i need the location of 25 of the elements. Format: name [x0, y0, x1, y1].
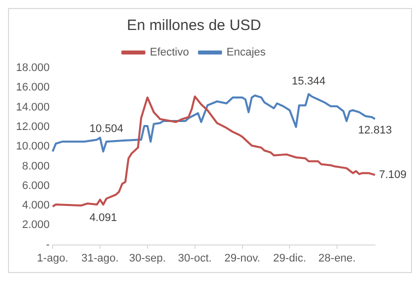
y-tick-label: 16.000 — [16, 82, 50, 94]
x-tick-label: 29-nov. — [224, 252, 260, 264]
data-label: 10.504 — [90, 123, 124, 136]
x-tick-label: 30-sep. — [129, 252, 166, 264]
chart-title: En millones de USD — [126, 17, 262, 34]
legend-label: Encajes — [226, 46, 266, 59]
y-tick-label: 18.000 — [16, 62, 50, 74]
y-tick-label: 14.000 — [16, 101, 50, 114]
x-tick-label: 28-ene. — [318, 252, 356, 264]
x-tick-label: 1-ago. — [37, 252, 68, 264]
y-tick-label: 10.000 — [16, 140, 50, 153]
data-label: 15.344 — [292, 76, 326, 88]
y-tick-label: 6.000 — [22, 180, 50, 192]
y-tick-label: 4.000 — [22, 200, 50, 212]
x-tick-label: 29-dic. — [273, 252, 306, 264]
y-tick-label: 2.000 — [22, 219, 50, 232]
data-label: 7.109 — [379, 169, 407, 182]
data-label: 12.813 — [358, 124, 392, 136]
data-label: 4.091 — [89, 212, 117, 224]
y-tick-label: - — [46, 238, 50, 251]
legend-label: Efectivo — [150, 46, 190, 59]
y-tick-label: 8.000 — [22, 160, 50, 172]
x-tick-label: 30-oct. — [178, 252, 212, 264]
y-tick-label: 12.000 — [16, 120, 50, 133]
x-tick-label: 31-ago. — [81, 252, 119, 264]
